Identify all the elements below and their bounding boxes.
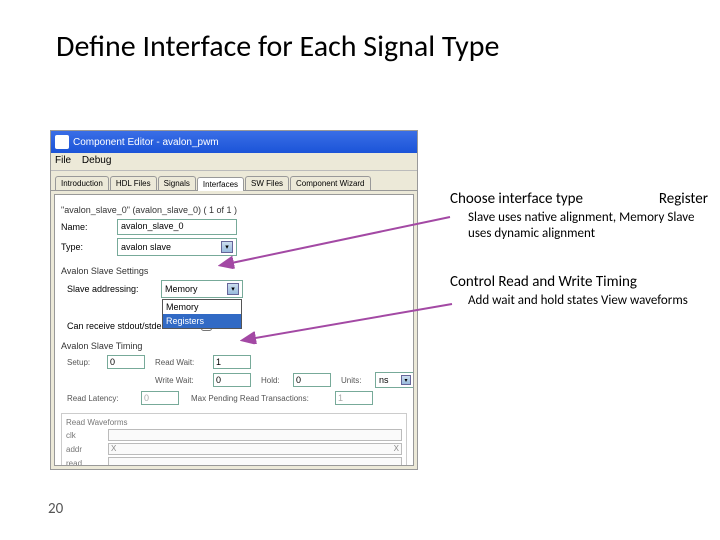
read-latency-input[interactable]: 0 [141, 391, 179, 405]
type-select-value: avalon slave [121, 242, 171, 252]
max-pending-label: Max Pending Read Transactions: [191, 394, 331, 403]
arrow-icon [240, 300, 460, 350]
tab-introduction[interactable]: Introduction [55, 176, 109, 190]
tab-component-wizard[interactable]: Component Wizard [290, 176, 370, 190]
anno2-body: Add wait and hold states View waveforms [468, 293, 708, 309]
write-wait-label: Write Wait: [155, 376, 209, 385]
read-waveforms-section: Read Waveforms clk addrXX read readn [61, 413, 407, 466]
menu-debug[interactable]: Debug [82, 155, 111, 166]
anno1-title: Choose interface type Register [450, 190, 708, 208]
setup-input[interactable]: 0 [107, 355, 145, 369]
wave-line [108, 457, 402, 466]
chevron-down-icon: ▾ [401, 375, 411, 385]
menubar: File Debug [51, 153, 417, 171]
app-icon [55, 135, 69, 149]
anno1-title-text: Choose interface type [450, 190, 583, 208]
hold-label: Hold: [261, 376, 289, 385]
wave-label: read [66, 459, 104, 467]
name-label: Name: [61, 222, 113, 232]
read-latency-label: Read Latency: [67, 394, 137, 403]
menu-file[interactable]: File [55, 155, 71, 166]
chevron-down-icon: ▾ [227, 283, 239, 295]
read-waveforms-header: Read Waveforms [66, 418, 402, 427]
tab-hdl-files[interactable]: HDL Files [110, 176, 157, 190]
tab-interfaces[interactable]: Interfaces [197, 177, 244, 191]
slide-title: Define Interface for Each Signal Type [0, 0, 720, 65]
avalon-section-header: "avalon_slave_0" (avalon_slave_0) ( 1 of… [61, 205, 407, 215]
window-title: Component Editor - avalon_pwm [73, 137, 413, 148]
wave-label: clk [66, 431, 104, 440]
slave-addressing-select[interactable]: Memory ▾ Memory Registers [161, 280, 243, 298]
anno2-title: Control Read and Write Timing [450, 273, 708, 291]
dropdown-option-registers[interactable]: Registers [163, 314, 241, 328]
read-wait-label: Read Wait: [155, 358, 209, 367]
units-label: Units: [341, 376, 371, 385]
type-label: Type: [61, 242, 113, 252]
wave-line: XX [108, 443, 402, 455]
setup-label: Setup: [67, 358, 103, 367]
slave-addressing-label: Slave addressing: [67, 284, 157, 294]
tabstrip: Introduction HDL Files Signals Interface… [51, 171, 417, 191]
slave-addressing-dropdown: Memory Registers [162, 299, 242, 329]
wave-label: addr [66, 445, 104, 454]
hold-input[interactable]: 0 [293, 373, 331, 387]
tab-signals[interactable]: Signals [158, 176, 196, 190]
units-value: ns [379, 375, 389, 385]
slave-addressing-value: Memory [165, 284, 198, 294]
write-wait-input[interactable]: 0 [213, 373, 251, 387]
wave-line [108, 429, 402, 441]
arrow-icon [218, 215, 458, 275]
window-titlebar: Component Editor - avalon_pwm [51, 131, 417, 153]
read-wait-input[interactable]: 1 [213, 355, 251, 369]
page-number: 20 [48, 500, 63, 518]
annotations: Choose interface type Register Slave use… [450, 190, 708, 327]
max-pending-input[interactable]: 1 [335, 391, 373, 405]
tab-sw-files[interactable]: SW Files [245, 176, 289, 190]
anno1-register: Register [659, 190, 708, 208]
anno1-body: Slave uses native alignment, Memory Slav… [468, 210, 708, 243]
dropdown-option-memory[interactable]: Memory [163, 300, 241, 314]
units-select[interactable]: ns ▾ [375, 372, 414, 388]
